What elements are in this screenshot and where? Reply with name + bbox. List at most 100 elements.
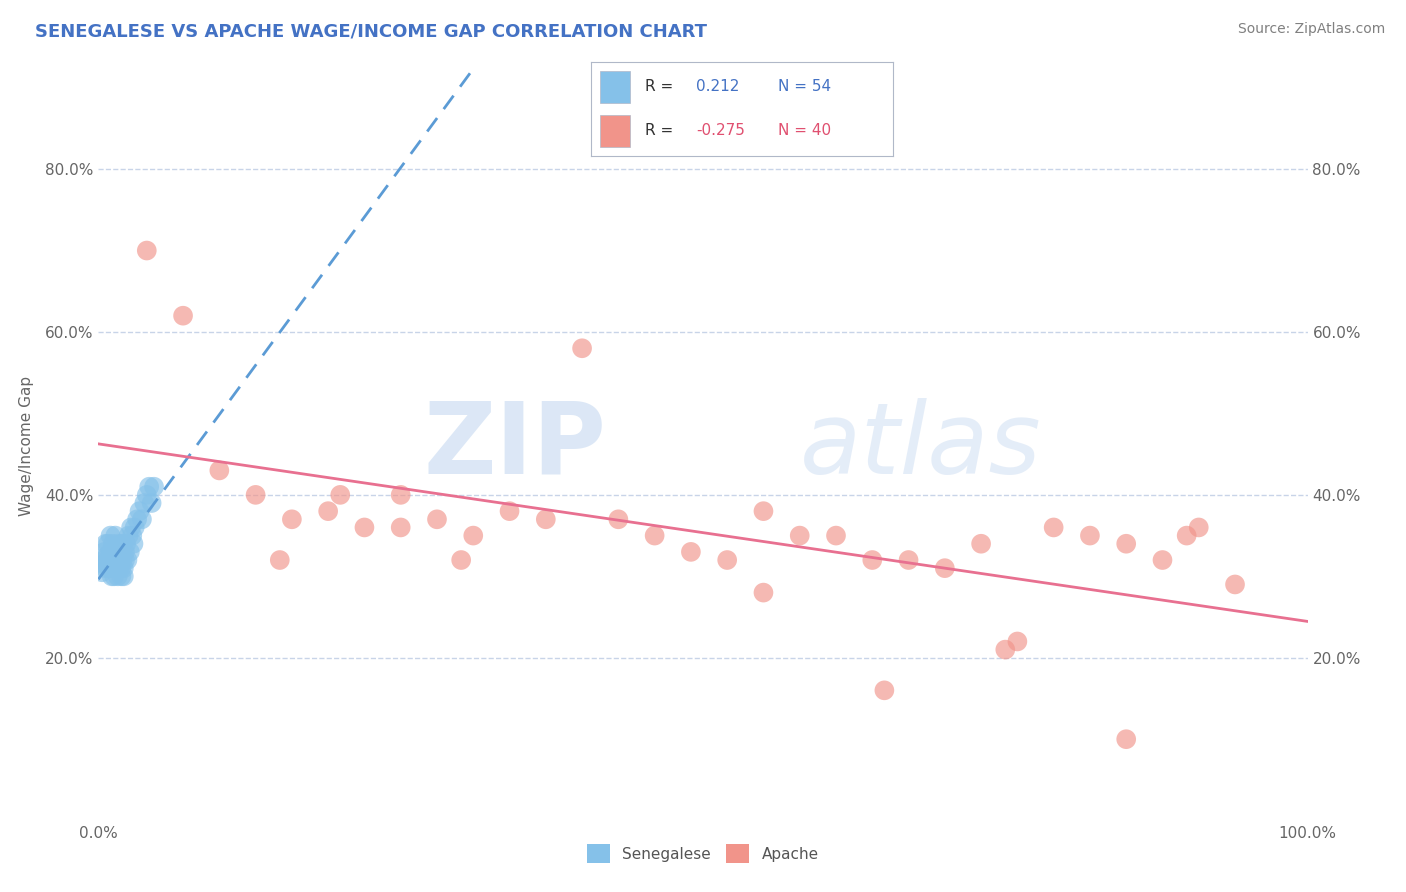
Point — [127, 512, 149, 526]
Point — [716, 553, 738, 567]
Legend: Senegalese, Apache: Senegalese, Apache — [581, 838, 825, 869]
Point — [120, 520, 142, 534]
Point — [100, 553, 122, 567]
Point — [389, 520, 412, 534]
Point — [104, 528, 127, 542]
Point — [98, 553, 121, 567]
Point — [172, 309, 194, 323]
Point — [269, 553, 291, 567]
Text: atlas: atlas — [800, 398, 1042, 494]
Point — [112, 569, 135, 583]
Point — [329, 488, 352, 502]
Point — [873, 683, 896, 698]
Point — [1042, 520, 1064, 534]
Point — [135, 244, 157, 258]
Point — [105, 545, 128, 559]
Point — [107, 553, 129, 567]
Point — [101, 561, 124, 575]
Bar — [599, 115, 630, 147]
Point — [97, 553, 120, 567]
Point — [679, 545, 702, 559]
Point — [208, 463, 231, 477]
Point — [131, 512, 153, 526]
Point — [825, 528, 848, 542]
Point — [1007, 634, 1029, 648]
Y-axis label: Wage/Income Gap: Wage/Income Gap — [18, 376, 34, 516]
Text: N = 54: N = 54 — [778, 79, 831, 95]
Point — [101, 537, 124, 551]
Point — [450, 553, 472, 567]
Point — [463, 528, 485, 542]
Point — [94, 537, 117, 551]
Point — [93, 545, 115, 559]
Text: R =: R = — [645, 123, 673, 138]
Point — [571, 341, 593, 355]
Point — [118, 545, 141, 559]
Point — [134, 496, 156, 510]
Point — [94, 561, 117, 575]
Point — [110, 561, 132, 575]
Point — [143, 480, 166, 494]
Point — [124, 520, 146, 534]
Point — [128, 504, 150, 518]
Point — [108, 561, 131, 575]
Point — [91, 557, 114, 571]
Point — [644, 528, 666, 542]
Point — [97, 537, 120, 551]
Point — [897, 553, 920, 567]
Point — [100, 528, 122, 542]
Point — [96, 557, 118, 571]
Point — [752, 504, 775, 518]
Point — [994, 642, 1017, 657]
Text: -0.275: -0.275 — [696, 123, 745, 138]
Point — [93, 553, 115, 567]
Point — [138, 480, 160, 494]
Point — [860, 553, 883, 567]
Point — [1188, 520, 1211, 534]
Point — [100, 545, 122, 559]
Point — [141, 496, 163, 510]
Point — [108, 537, 131, 551]
Text: Source: ZipAtlas.com: Source: ZipAtlas.com — [1237, 22, 1385, 37]
Point — [353, 520, 375, 534]
Point — [111, 537, 134, 551]
Text: N = 40: N = 40 — [778, 123, 831, 138]
Point — [1115, 732, 1137, 747]
Point — [114, 553, 136, 567]
Point — [96, 549, 118, 563]
Point — [316, 504, 339, 518]
Text: R =: R = — [645, 79, 673, 95]
Point — [104, 553, 127, 567]
Point — [281, 512, 304, 526]
Point — [245, 488, 267, 502]
Point — [108, 545, 131, 559]
Point — [103, 569, 125, 583]
Point — [389, 488, 412, 502]
Point — [112, 561, 135, 575]
Point — [135, 488, 157, 502]
Point — [115, 537, 138, 551]
Point — [1223, 577, 1246, 591]
Point — [107, 569, 129, 583]
Point — [122, 537, 145, 551]
Point — [110, 569, 132, 583]
Point — [607, 512, 630, 526]
Point — [970, 537, 993, 551]
Text: 0.212: 0.212 — [696, 79, 740, 95]
Text: SENEGALESE VS APACHE WAGE/INCOME GAP CORRELATION CHART: SENEGALESE VS APACHE WAGE/INCOME GAP COR… — [35, 22, 707, 40]
Text: ZIP: ZIP — [423, 398, 606, 494]
Point — [1115, 537, 1137, 551]
Point — [121, 528, 143, 542]
Point — [105, 561, 128, 575]
Point — [98, 561, 121, 575]
Point — [1175, 528, 1198, 542]
Point — [100, 569, 122, 583]
Point — [1078, 528, 1101, 542]
Point — [117, 553, 139, 567]
Point — [118, 528, 141, 542]
Point — [426, 512, 449, 526]
Point — [111, 553, 134, 567]
Point — [752, 585, 775, 599]
Bar — [599, 70, 630, 103]
Point — [934, 561, 956, 575]
